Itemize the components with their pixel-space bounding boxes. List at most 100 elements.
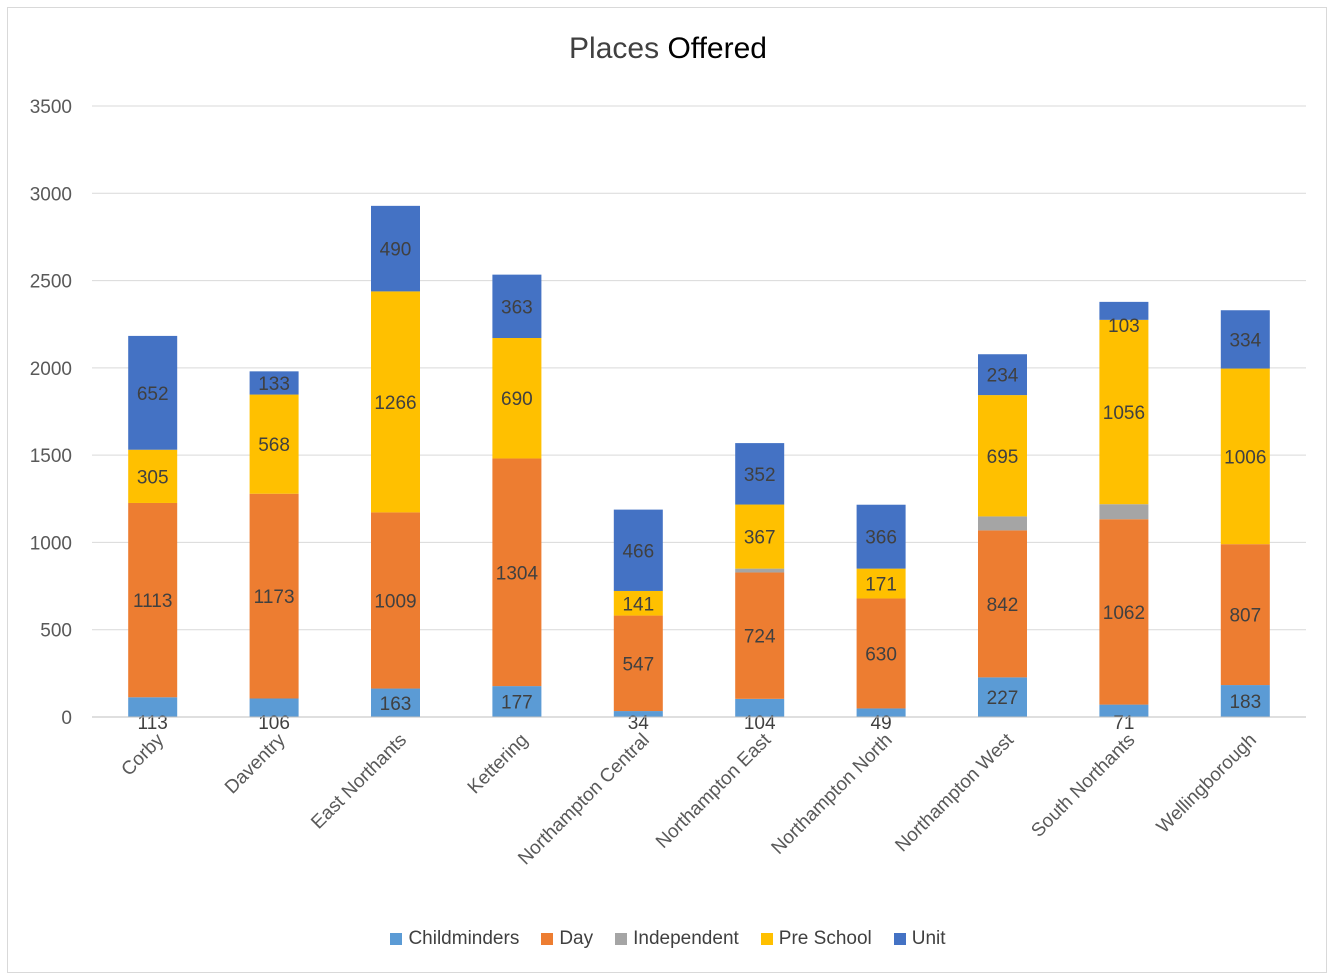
bar-segment [371,291,420,513]
bar-segment [735,443,785,505]
bar-segment [735,572,785,699]
data-label: 568 [258,435,290,456]
bar-segment [856,568,906,599]
data-label: 106 [258,713,290,734]
data-label: 367 [744,528,776,549]
x-tick-label: Daventry [221,729,290,798]
bar-segment [613,509,663,591]
chart-title: Places Offered [0,32,1336,66]
legend-item: Independent [615,928,739,950]
legend-item: Childminders [390,928,519,950]
data-label: 630 [865,644,897,665]
bar-segment [613,711,663,717]
y-tick-label: 1500 [30,446,72,467]
bar-segment [1220,368,1270,545]
x-tick-label: Northampton East [652,729,776,853]
y-tick-label: 2000 [30,359,72,380]
data-label: 547 [622,654,654,675]
data-label: 234 [987,366,1019,387]
bar-segment [613,615,663,712]
bar-segment [492,458,542,687]
bar-segment [1099,704,1149,717]
bar-segment [856,708,906,717]
data-label: 133 [258,374,290,395]
data-label: 227 [987,688,1019,709]
x-tick-label: East Northants [307,730,411,834]
bar-segment [371,205,420,292]
bar-segment [249,394,299,494]
data-label: 177 [501,693,533,714]
legend-item: Pre School [760,928,872,950]
bar-segment [613,590,663,616]
data-label: 183 [1229,692,1261,713]
bar-segment [249,698,299,717]
data-label: 34 [628,713,650,734]
x-tick-label: South Northants [1027,730,1139,842]
data-label: 1006 [1224,447,1266,468]
bar-segment [371,512,420,689]
data-label: 1173 [254,587,295,608]
data-label: 695 [987,447,1019,468]
x-tick-label: Wellingborough [1153,730,1261,838]
data-label: 466 [622,541,654,562]
data-label: 113 [138,713,168,734]
x-tick-label: Northampton Central [514,730,654,870]
data-label: 363 [501,297,533,318]
data-label: 807 [1229,606,1261,627]
bar-segment [1099,519,1149,705]
bar-segment [249,371,299,395]
data-label: 352 [744,465,776,486]
legend-label: Pre School [778,928,872,949]
legend-item: Day [541,928,593,950]
bar-segment [978,530,1027,678]
bar-segment [128,335,178,450]
data-label: 1304 [496,563,539,584]
x-tick-label: Northampton North [768,730,897,859]
data-label: 103 [1108,316,1140,337]
y-tick-label: 0 [61,708,72,729]
legend-label: Independent [633,928,739,949]
y-tick-label: 2500 [30,272,72,293]
bar-segment [128,697,178,717]
bar-segment [978,677,1027,717]
bar-segment [735,698,785,717]
y-tick-label: 1000 [30,533,72,554]
x-tick-label: Northampton West [891,729,1018,856]
data-label: 141 [622,594,654,615]
legend-label: Childminders [408,928,520,949]
legend-swatch [893,933,906,945]
x-tick-label: Kettering [464,730,533,799]
data-label: 1062 [1103,603,1145,624]
legend-label: Unit [911,928,946,949]
legend-swatch [615,933,628,945]
bar-segment [856,504,906,569]
legend: Childminders Day Independent Pre School Unit [0,928,1336,950]
data-label: 49 [871,713,892,734]
data-label: 171 [865,575,897,596]
bar-segment [1099,319,1149,505]
chart-title-part1: Places [569,32,660,65]
bar-segment [1220,310,1270,369]
y-tick-label: 3000 [30,184,72,205]
legend-item: Unit [893,928,946,950]
chart-title-part2: Offered [667,32,767,65]
data-label: 1009 [374,591,416,612]
bar-segment [128,502,178,698]
bar-segment [1220,544,1270,686]
legend-swatch [390,933,403,945]
bar-segment [978,395,1027,517]
legend-label: Day [559,928,594,949]
data-label: 104 [744,713,776,734]
bar-segment [978,354,1027,396]
data-label: 690 [501,389,533,410]
bar-segment [735,568,785,573]
bar-segment [978,516,1027,531]
data-label: 1056 [1103,403,1145,424]
y-tick-label: 3500 [30,97,72,118]
bar-segment [249,493,299,699]
data-label: 366 [865,528,897,549]
data-label: 163 [380,694,412,715]
bar-segment [128,449,178,503]
bar-segment [492,338,542,459]
data-label: 1266 [374,393,416,414]
